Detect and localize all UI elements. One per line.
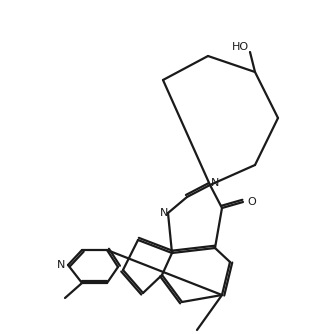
Text: N: N bbox=[57, 260, 65, 270]
Text: N: N bbox=[211, 178, 219, 188]
Text: O: O bbox=[248, 197, 256, 207]
Text: HO: HO bbox=[231, 42, 249, 52]
Text: N: N bbox=[160, 208, 168, 218]
